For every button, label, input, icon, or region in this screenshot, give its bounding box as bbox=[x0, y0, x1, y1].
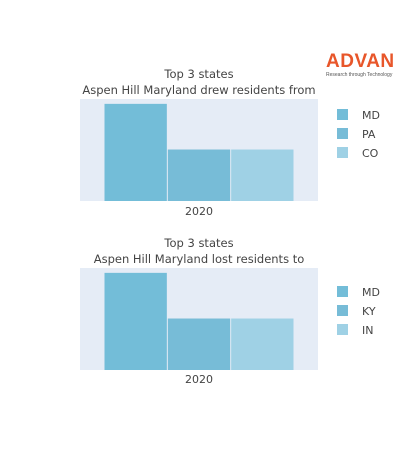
legend-label-2-in: IN bbox=[362, 324, 373, 337]
legend-label-1-co: CO bbox=[362, 147, 379, 160]
legend-swatch-1-pa bbox=[337, 128, 348, 139]
bar-1-pa bbox=[167, 149, 231, 201]
legend-label-1-md: MD bbox=[362, 109, 380, 122]
bar-2-md bbox=[104, 272, 167, 370]
legend-label-1-pa: PA bbox=[362, 128, 376, 141]
bar-1-md bbox=[104, 103, 167, 201]
x-tick-label-1: 2020 bbox=[185, 205, 213, 218]
logo-tagline: Research through Technology bbox=[326, 72, 393, 78]
legend-label-2-ky: KY bbox=[362, 305, 376, 318]
chart-title-1: Top 3 states bbox=[163, 67, 233, 81]
chart-subtitle-2: Aspen Hill Maryland lost residents to bbox=[94, 252, 305, 266]
legend-swatch-2-in bbox=[337, 324, 348, 335]
bar-2-ky bbox=[167, 318, 231, 370]
legend-swatch-2-ky bbox=[337, 305, 348, 316]
logo-brand: ADVAN bbox=[326, 51, 395, 72]
x-tick-label-2: 2020 bbox=[185, 373, 213, 386]
legend-swatch-1-md bbox=[337, 109, 348, 120]
legend-swatch-1-co bbox=[337, 147, 348, 158]
chart-title-2: Top 3 states bbox=[163, 236, 233, 250]
bar-2-in bbox=[231, 318, 294, 370]
advan-logo: ADVAN Research through Technology bbox=[326, 52, 396, 80]
legend-swatch-2-md bbox=[337, 286, 348, 297]
chart-subtitle-1: Aspen Hill Maryland drew residents from bbox=[82, 83, 315, 97]
bar-1-co bbox=[231, 149, 294, 201]
legend-label-2-md: MD bbox=[362, 286, 380, 299]
